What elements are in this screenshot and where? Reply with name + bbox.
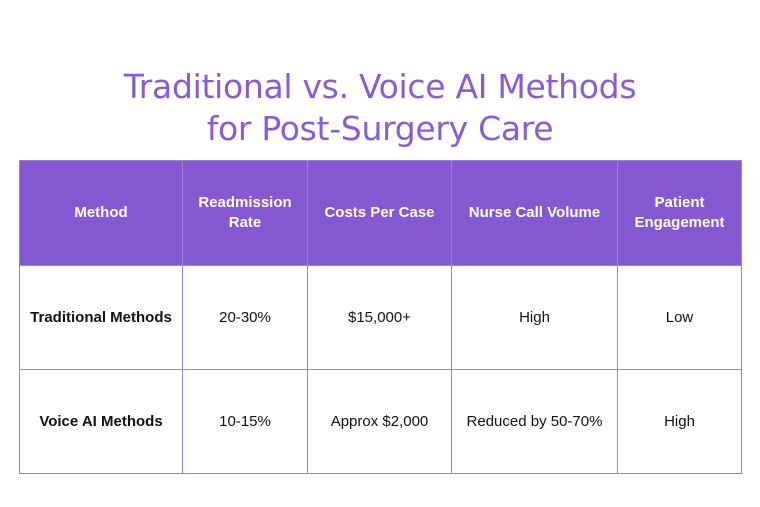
row-traditional-nurse-call-volume: High bbox=[451, 265, 618, 370]
header-nurse-call-volume: Nurse Call Volume bbox=[451, 160, 618, 266]
row-traditional-readmission-rate: 20-30% bbox=[182, 265, 308, 370]
page-title: Traditional vs. Voice AI Methods for Pos… bbox=[0, 66, 760, 150]
row-voice-ai-costs: Approx $2,000 bbox=[307, 369, 452, 474]
header-readmission-rate: Readmission Rate bbox=[182, 160, 308, 266]
row-traditional-patient-engagement: Low bbox=[617, 265, 742, 370]
row-voice-ai-patient-engagement: High bbox=[617, 369, 742, 474]
title-line-1: Traditional vs. Voice AI Methods bbox=[123, 67, 637, 107]
row-voice-ai-readmission-rate: 10-15% bbox=[182, 369, 308, 474]
table-row: Traditional Methods 20-30% $15,000+ High… bbox=[19, 265, 742, 370]
table-header: Method Readmission Rate Costs Per Case N… bbox=[19, 160, 742, 266]
header-costs-per-case: Costs Per Case bbox=[307, 160, 452, 266]
table-row: Voice AI Methods 10-15% Approx $2,000 Re… bbox=[19, 369, 742, 474]
comparison-table: Method Readmission Rate Costs Per Case N… bbox=[19, 160, 742, 474]
header-row: Method Readmission Rate Costs Per Case N… bbox=[19, 160, 742, 266]
header-patient-engagement: Patient Engagement bbox=[617, 160, 742, 266]
row-traditional-method: Traditional Methods bbox=[19, 265, 183, 370]
row-voice-ai-method: Voice AI Methods bbox=[19, 369, 183, 474]
comparison-table-container: Method Readmission Rate Costs Per Case N… bbox=[19, 160, 742, 474]
table-body: Traditional Methods 20-30% $15,000+ High… bbox=[19, 265, 742, 474]
header-method: Method bbox=[19, 160, 183, 266]
title-line-2: for Post-Surgery Care bbox=[206, 109, 554, 149]
row-traditional-costs: $15,000+ bbox=[307, 265, 452, 370]
row-voice-ai-nurse-call-volume: Reduced by 50-70% bbox=[451, 369, 618, 474]
